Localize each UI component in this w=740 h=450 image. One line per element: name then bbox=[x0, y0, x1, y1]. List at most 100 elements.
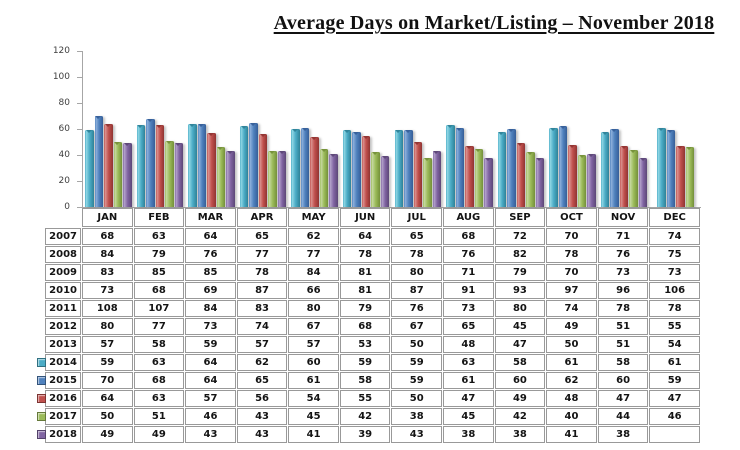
year-label: 2018 bbox=[49, 428, 77, 440]
cell-2016-nov: 47 bbox=[597, 390, 649, 407]
cell-2007-sep: 72 bbox=[494, 228, 546, 245]
cell-2011-mar: 84 bbox=[185, 300, 236, 317]
cell-2012-apr: 74 bbox=[236, 318, 288, 335]
column-header-aug: AUG bbox=[443, 208, 494, 227]
y-axis-tick bbox=[77, 129, 83, 130]
cell-2010-jun: 81 bbox=[339, 282, 391, 299]
bar-2016-may bbox=[310, 136, 319, 207]
column-header-sep: SEP bbox=[494, 208, 546, 227]
cell-2012-jul: 67 bbox=[391, 318, 443, 335]
cell-2018-mar: 43 bbox=[185, 426, 236, 443]
bar-2017-mar bbox=[216, 147, 226, 207]
cell-2012-oct: 49 bbox=[546, 318, 597, 335]
row-header-2014: 2014 bbox=[37, 354, 81, 371]
cell-2013-jan: 57 bbox=[82, 336, 133, 353]
cell-2015-apr: 65 bbox=[236, 372, 288, 389]
cell-2009-aug: 71 bbox=[443, 264, 494, 281]
bar-group-jul bbox=[392, 51, 443, 207]
bar-group-sep bbox=[496, 51, 547, 207]
legend-key-2016 bbox=[37, 394, 47, 403]
bar-2018-jan bbox=[123, 143, 132, 207]
y-axis-tick bbox=[77, 51, 83, 52]
column-header-oct: OCT bbox=[546, 208, 597, 227]
cell-2009-oct: 70 bbox=[546, 264, 597, 281]
bar-2017-dec bbox=[685, 147, 695, 207]
bar-2016-jun bbox=[361, 135, 371, 207]
column-header-mar: MAR bbox=[185, 208, 236, 227]
cell-2008-feb: 79 bbox=[133, 246, 185, 263]
cell-2007-apr: 65 bbox=[236, 228, 288, 245]
row-header-2011: 2011 bbox=[45, 300, 81, 317]
cell-2007-feb: 63 bbox=[133, 228, 185, 245]
cell-2012-nov: 51 bbox=[597, 318, 649, 335]
cell-2007-mar: 64 bbox=[185, 228, 236, 245]
cell-2008-dec: 75 bbox=[649, 246, 700, 263]
cell-2009-sep: 79 bbox=[494, 264, 546, 281]
year-label: 2009 bbox=[49, 266, 77, 278]
bar-2014-jun bbox=[342, 130, 352, 207]
bar-2016-jul bbox=[413, 142, 423, 207]
bar-group-jan bbox=[83, 51, 134, 207]
cell-2014-mar: 64 bbox=[185, 354, 236, 371]
bar-2016-oct bbox=[568, 144, 577, 207]
bar-2014-feb bbox=[136, 125, 146, 207]
cell-2014-apr: 62 bbox=[236, 354, 288, 371]
bar-2018-apr bbox=[277, 151, 287, 207]
bar-group-mar bbox=[186, 51, 237, 207]
cell-2016-aug: 47 bbox=[443, 390, 494, 407]
row-header-2017: 2017 bbox=[37, 408, 81, 425]
cell-2018-may: 41 bbox=[288, 426, 339, 443]
cell-2010-jan: 73 bbox=[82, 282, 133, 299]
cell-2010-nov: 96 bbox=[597, 282, 649, 299]
bar-2014-aug bbox=[446, 125, 455, 207]
bar-2014-apr bbox=[239, 126, 249, 207]
bar-group-jun bbox=[341, 51, 392, 207]
cell-2009-mar: 85 bbox=[185, 264, 236, 281]
row-header-2010: 2010 bbox=[45, 282, 81, 299]
cell-2016-jun: 55 bbox=[339, 390, 391, 407]
bar-2017-oct bbox=[577, 155, 587, 207]
cell-2011-nov: 78 bbox=[597, 300, 649, 317]
bar-2017-sep bbox=[526, 152, 535, 207]
bar-2018-aug bbox=[484, 157, 493, 207]
legend-key-2018 bbox=[37, 430, 47, 439]
y-axis-label: 40 bbox=[58, 150, 70, 160]
cell-2009-feb: 85 bbox=[133, 264, 185, 281]
cell-2009-nov: 73 bbox=[597, 264, 649, 281]
row-header-2012: 2012 bbox=[45, 318, 81, 335]
y-axis-tick bbox=[77, 207, 83, 208]
cell-2015-dec: 59 bbox=[649, 372, 700, 389]
column-header-may: MAY bbox=[288, 208, 339, 227]
cell-2010-jul: 87 bbox=[391, 282, 443, 299]
column-header-dec: DEC bbox=[649, 208, 700, 227]
y-axis-label: 120 bbox=[52, 46, 70, 56]
cell-2013-aug: 48 bbox=[443, 336, 494, 353]
cell-2013-apr: 57 bbox=[236, 336, 288, 353]
bar-group-apr bbox=[238, 51, 289, 207]
cell-2017-feb: 51 bbox=[133, 408, 185, 425]
bar-2016-dec bbox=[676, 145, 685, 207]
bar-2015-jan bbox=[94, 116, 104, 207]
plot-area bbox=[77, 51, 701, 208]
cell-2015-feb: 68 bbox=[133, 372, 185, 389]
cell-2015-may: 61 bbox=[288, 372, 339, 389]
cell-2017-oct: 40 bbox=[546, 408, 597, 425]
cell-2018-jun: 39 bbox=[339, 426, 391, 443]
cell-2016-mar: 57 bbox=[185, 390, 236, 407]
cell-2016-jul: 50 bbox=[391, 390, 443, 407]
cell-2009-jan: 83 bbox=[82, 264, 133, 281]
cell-2015-aug: 61 bbox=[443, 372, 494, 389]
cell-2015-oct: 62 bbox=[546, 372, 597, 389]
cell-2018-sep: 38 bbox=[494, 426, 546, 443]
cell-2012-dec: 55 bbox=[649, 318, 700, 335]
bar-2015-oct bbox=[558, 126, 568, 207]
chart-title: Average Days on Market/Listing – Novembe… bbox=[273, 12, 715, 34]
row-header-2015: 2015 bbox=[37, 372, 81, 389]
cell-2017-jul: 38 bbox=[391, 408, 443, 425]
data-table: JAN FEB MAR APR MAY JUN JUL AUG SEP OCT NOV DEC 2007… bbox=[37, 208, 700, 443]
cell-2018-jul: 43 bbox=[391, 426, 443, 443]
cell-2007-jan: 68 bbox=[82, 228, 133, 245]
cell-2014-nov: 58 bbox=[597, 354, 649, 371]
bar-2018-may bbox=[329, 153, 338, 207]
cell-2017-apr: 43 bbox=[236, 408, 288, 425]
